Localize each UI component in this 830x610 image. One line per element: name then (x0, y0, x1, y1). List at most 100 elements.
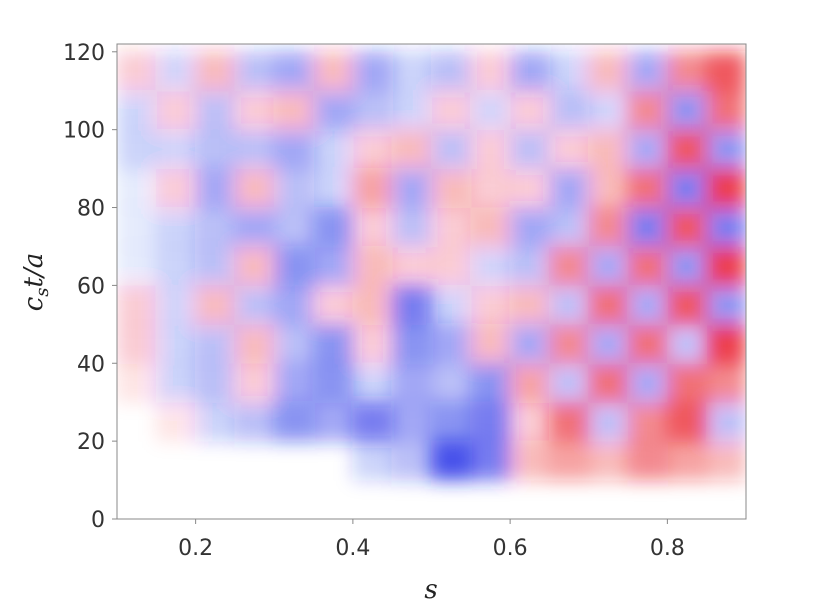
heat-cell (548, 51, 590, 92)
heat-cell (509, 401, 550, 442)
heat-cell (195, 129, 236, 170)
heat-cell (391, 362, 432, 403)
heat-cell (431, 362, 472, 403)
heat-cell (352, 480, 392, 520)
heat-cell (195, 168, 236, 209)
heat-cell (470, 362, 511, 403)
x-tick-label: 0.6 (493, 536, 528, 561)
heat-cell (391, 207, 432, 247)
heat-cell (509, 51, 550, 92)
heat-cell (156, 441, 196, 481)
heat-cell (666, 440, 708, 481)
heat-cell (352, 90, 393, 131)
heat-cell (431, 129, 472, 170)
heat-cell (431, 284, 472, 325)
heat-cell (470, 440, 511, 481)
heat-cell (234, 245, 275, 286)
heat-cell (391, 129, 432, 170)
heat-cell (117, 402, 157, 442)
heat-cell (352, 401, 393, 442)
heat-cell (117, 129, 157, 170)
heat-cell (273, 129, 315, 170)
heat-cell (706, 480, 746, 520)
heat-cell (313, 401, 354, 442)
heat-cell (234, 480, 274, 520)
heat-cell (313, 168, 354, 209)
heat-cell (431, 168, 472, 209)
heat-cell (706, 440, 746, 481)
heat-cell (195, 362, 236, 403)
heat-cell (470, 51, 511, 92)
heat-cell (352, 51, 393, 92)
heat-cell (706, 207, 746, 247)
heat-cell (391, 401, 432, 442)
heat-cell (431, 245, 472, 286)
heat-cell (548, 245, 590, 286)
heat-cell (627, 129, 668, 170)
heat-cell (588, 362, 629, 403)
heat-cell (431, 440, 472, 481)
x-tick-label: 0.8 (650, 536, 685, 561)
heat-cell (470, 480, 510, 520)
heat-cell (627, 245, 668, 286)
heat-cell (117, 90, 157, 131)
heat-cell (313, 90, 354, 131)
heat-cell (548, 90, 590, 131)
heat-cell (548, 168, 590, 209)
y-tick-label: 80 (77, 197, 105, 222)
heat-cell (470, 323, 511, 364)
heat-cell (313, 362, 354, 403)
heat-cell (391, 245, 432, 286)
heat-cell (273, 401, 315, 442)
heat-cell (195, 207, 236, 247)
heat-cell (470, 245, 511, 286)
heat-cell (666, 401, 708, 442)
heat-cell (313, 207, 354, 247)
heat-cell (155, 284, 197, 325)
heat-cell (627, 401, 668, 442)
heat-cell (391, 51, 432, 92)
heat-cell (155, 90, 197, 131)
heat-cell (155, 168, 197, 209)
heat-cell (509, 129, 550, 170)
x-tick-label: 0.2 (178, 536, 213, 561)
heat-cell (627, 284, 668, 325)
heat-cell (548, 323, 590, 364)
heat-cell (274, 441, 314, 481)
heat-cell (509, 245, 550, 286)
heat-cell (470, 168, 511, 209)
heat-cell (195, 401, 236, 442)
heat-cell (666, 129, 708, 170)
heat-cell (588, 168, 629, 209)
heat-cell (117, 168, 157, 209)
heat-cell (509, 440, 550, 481)
heat-cell (195, 90, 236, 131)
heat-cell (313, 284, 354, 325)
heat-cell (706, 90, 746, 131)
heat-cell (352, 323, 393, 364)
heat-cell (391, 323, 432, 364)
heat-cell (627, 207, 668, 247)
heat-cell (274, 480, 314, 520)
heat-cell (548, 207, 590, 247)
heat-cell (273, 323, 315, 364)
heat-cell (588, 480, 628, 520)
heat-cell (155, 207, 197, 247)
heat-cell (666, 51, 708, 92)
heat-cell (627, 362, 668, 403)
heat-cell (313, 51, 354, 92)
heat-cell (548, 129, 590, 170)
heat-cell (706, 284, 746, 325)
heat-cell (234, 362, 275, 403)
plot-frame (116, 43, 747, 520)
heat-cell (117, 323, 157, 364)
heat-cell (548, 440, 590, 481)
heat-cell (273, 284, 315, 325)
heat-cell (666, 168, 708, 209)
heat-cell (470, 207, 511, 247)
heat-cell (588, 401, 629, 442)
heat-cell (352, 129, 393, 170)
heat-cell (666, 284, 708, 325)
heat-cell (706, 323, 746, 364)
